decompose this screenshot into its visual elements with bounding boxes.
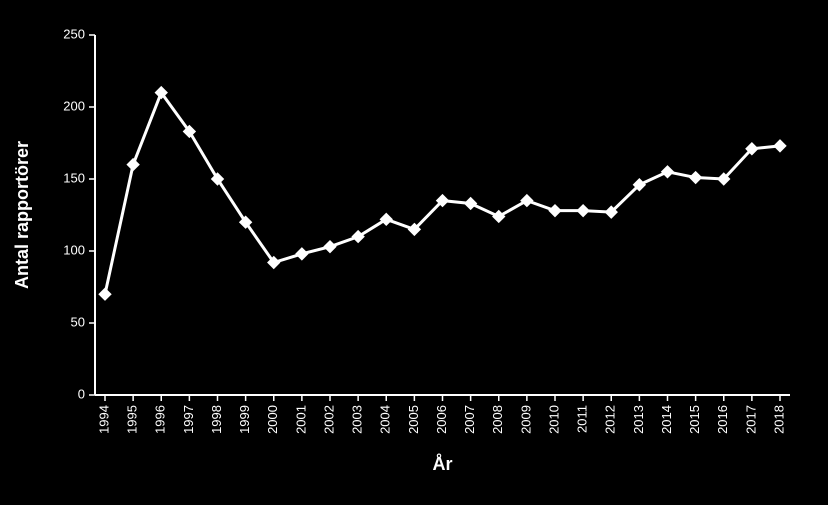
y-tick-label: 150 [63,170,85,185]
x-tick-label: 1995 [125,405,140,434]
x-tick-label: 2008 [490,405,505,434]
y-axis-title: Antal rapportörer [12,141,32,289]
data-marker [493,210,505,222]
data-marker [549,205,561,217]
x-tick-label: 2005 [406,405,421,434]
x-tick-label: 2004 [378,405,393,434]
y-tick-label: 200 [63,98,85,113]
chart-svg: 0 50 100 150 200 250 1994 1995 1996 1997 1998 1999 2… [0,0,828,505]
data-marker [662,166,674,178]
x-tick-label: 2006 [434,405,449,434]
x-tick-label: 1997 [181,405,196,434]
data-marker [577,205,589,217]
x-tick-label: 2002 [321,405,336,434]
y-tick-label: 0 [78,386,85,401]
x-tick-label: 2017 [743,405,758,434]
x-tick-label: 1996 [153,405,168,434]
x-tick-label: 2010 [546,405,561,434]
x-tick-label: 2007 [462,405,477,434]
x-tick-label: 2001 [293,405,308,434]
x-tick-label: 2003 [350,405,365,434]
y-tick-label: 250 [63,26,85,41]
x-tick-label: 2012 [603,405,618,434]
x-tick-label: 2016 [715,405,730,434]
x-tick-label: 2018 [771,405,786,434]
data-marker [127,159,139,171]
y-tick-label: 50 [71,314,85,329]
data-marker [296,248,308,260]
x-tick-label: 2013 [631,405,646,434]
data-line [105,93,780,295]
x-tick-label: 1999 [237,405,252,434]
x-tick-label: 2015 [687,405,702,434]
y-tick-label: 100 [63,242,85,257]
line-chart: 0 50 100 150 200 250 1994 1995 1996 1997 1998 1999 2… [0,0,828,505]
x-tick-label: 2014 [659,405,674,434]
x-axis-title: År [432,454,452,474]
data-marker [774,140,786,152]
data-marker [521,195,533,207]
x-tick-label: 2011 [575,405,590,433]
x-tick-label: 1998 [209,405,224,434]
x-tick-label: 1994 [96,405,111,434]
x-tick-label: 2009 [518,405,533,434]
x-tick-label: 2000 [265,405,280,434]
data-marker [465,197,477,209]
data-marker [99,288,111,300]
data-marker [690,172,702,184]
data-marker [324,241,336,253]
